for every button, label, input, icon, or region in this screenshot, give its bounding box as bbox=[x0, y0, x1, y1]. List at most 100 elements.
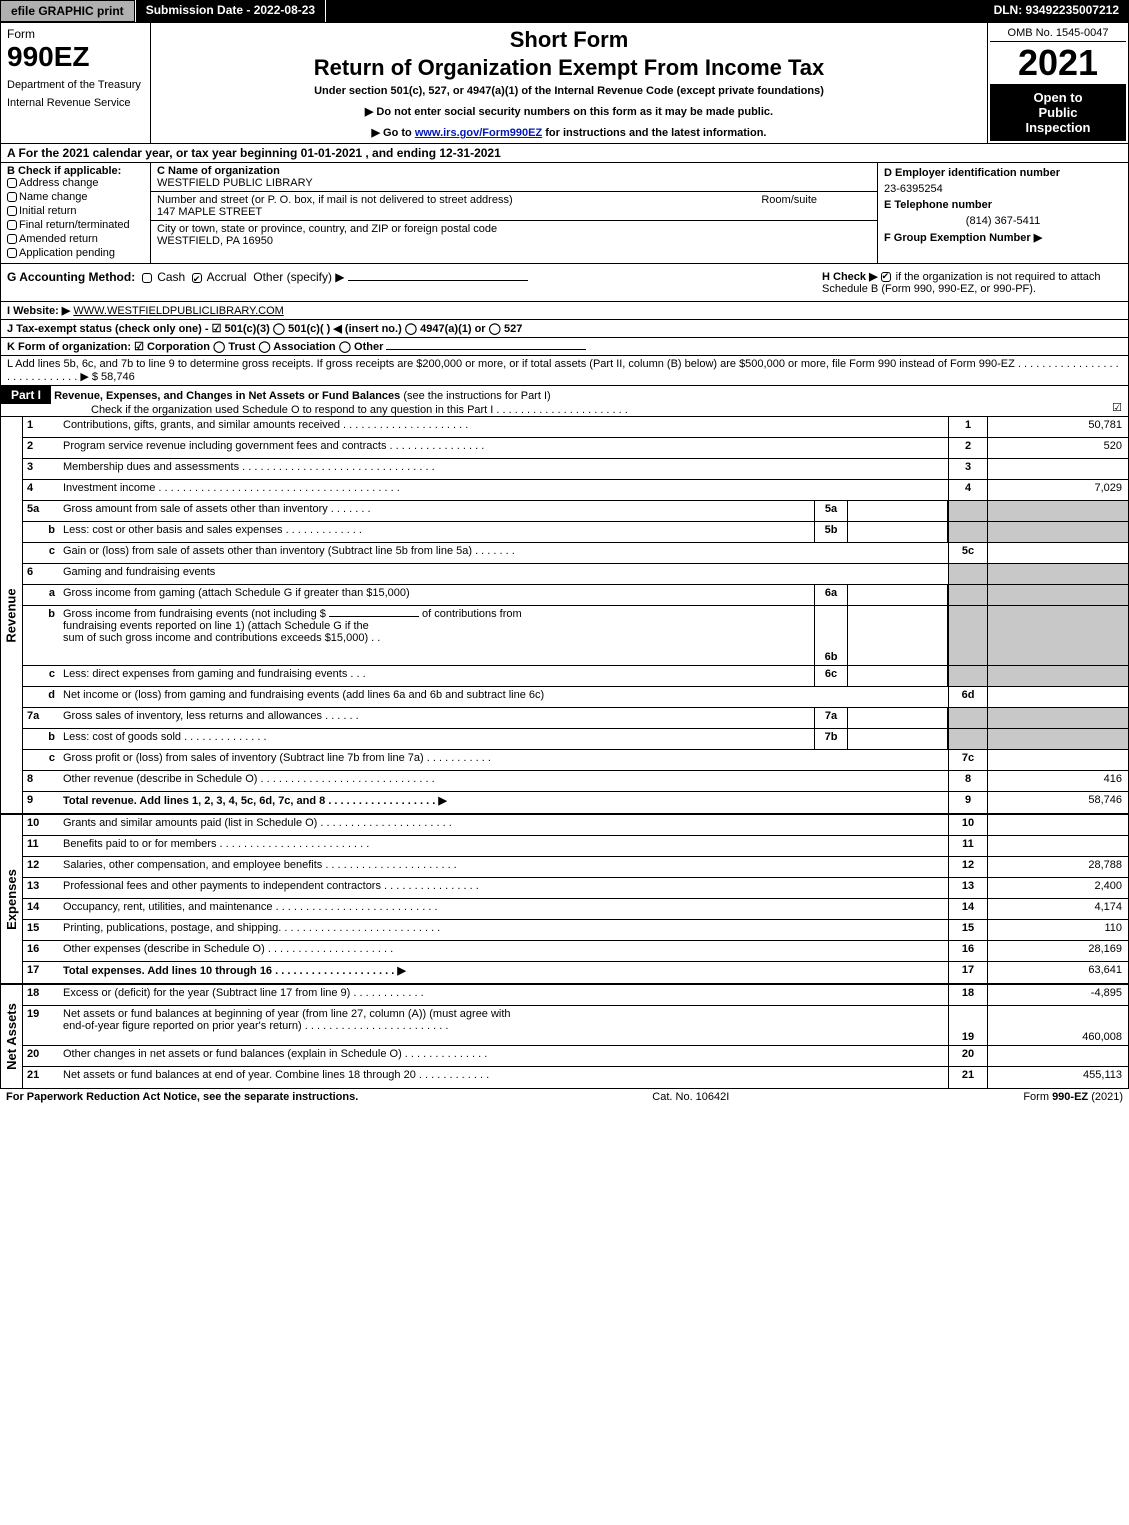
ln-right-val: 110 bbox=[988, 920, 1128, 940]
chk-address-change[interactable]: Address change bbox=[7, 177, 144, 189]
ln-desc: Contributions, gifts, grants, and simila… bbox=[59, 417, 948, 437]
row-k: K Form of organization: ☑ Corporation ◯ … bbox=[1, 338, 1128, 356]
ln-right-num: 20 bbox=[948, 1046, 988, 1066]
irs-link[interactable]: www.irs.gov/Form990EZ bbox=[415, 127, 542, 139]
ln-desc: Gross income from gaming (attach Schedul… bbox=[59, 585, 814, 605]
chk-final-label: Final return/terminated bbox=[19, 219, 130, 231]
chk-amended-return[interactable]: Amended return bbox=[7, 233, 144, 245]
ln-num: b bbox=[23, 522, 59, 542]
line-5b: b Less: cost or other basis and sales ex… bbox=[23, 522, 1128, 543]
ln-num: 9 bbox=[23, 792, 59, 813]
ln-desc: Other revenue (describe in Schedule O) .… bbox=[59, 771, 948, 791]
checkbox-icon bbox=[7, 220, 17, 230]
chk-app-pending[interactable]: Application pending bbox=[7, 247, 144, 259]
part1-check-text: Check if the organization used Schedule … bbox=[91, 404, 628, 416]
g-other: Other (specify) ▶ bbox=[253, 270, 344, 284]
line-6: 6 Gaming and fundraising events bbox=[23, 564, 1128, 585]
side-netassets-text: Net Assets bbox=[4, 1003, 19, 1070]
ln-right-val-shaded bbox=[988, 708, 1128, 728]
checkbox-icon[interactable] bbox=[142, 273, 152, 283]
ln-desc: Grants and similar amounts paid (list in… bbox=[59, 815, 948, 835]
ln-desc: Benefits paid to or for members . . . . … bbox=[59, 836, 948, 856]
ln-right-val bbox=[988, 459, 1128, 479]
org-name: WESTFIELD PUBLIC LIBRARY bbox=[157, 177, 871, 189]
ln-num: 15 bbox=[23, 920, 59, 940]
ln-num: 21 bbox=[23, 1067, 59, 1088]
netassets-section: Net Assets 18 Excess or (deficit) for th… bbox=[1, 984, 1128, 1088]
j-text: J Tax-exempt status (check only one) - ☑… bbox=[7, 323, 522, 335]
f-label: F Group Exemption Number ▶ bbox=[884, 229, 1122, 246]
ln-right-val-shaded bbox=[988, 564, 1128, 584]
ln-right-num-shaded bbox=[948, 606, 988, 665]
chk-name-label: Name change bbox=[19, 191, 88, 203]
mid-box-label: 7a bbox=[814, 708, 848, 728]
checkbox-checked-icon[interactable] bbox=[192, 273, 202, 283]
inspection-3: Inspection bbox=[992, 120, 1124, 135]
ln-right-num-shaded bbox=[948, 708, 988, 728]
ln-num: 16 bbox=[23, 941, 59, 961]
l6b-blank[interactable] bbox=[329, 616, 419, 617]
mid-box-val bbox=[848, 585, 948, 605]
chk-initial-return[interactable]: Initial return bbox=[7, 205, 144, 217]
ln-right-num: 19 bbox=[948, 1006, 988, 1045]
g-other-input[interactable] bbox=[348, 280, 528, 281]
k-other-input[interactable] bbox=[386, 349, 586, 350]
l19-d2: end-of-year figure reported on prior yea… bbox=[63, 1020, 448, 1032]
omb-number: OMB No. 1545-0047 bbox=[990, 25, 1126, 42]
street-label: Number and street (or P. O. box, if mail… bbox=[157, 194, 513, 206]
line-9: 9 Total revenue. Add lines 1, 2, 3, 4, 5… bbox=[23, 792, 1128, 813]
ln-num: 18 bbox=[23, 985, 59, 1005]
mid-box-label: 6b bbox=[814, 606, 848, 665]
c-city-block: City or town, state or province, country… bbox=[151, 221, 877, 249]
ln-right-val-shaded bbox=[988, 606, 1128, 665]
side-expenses: Expenses bbox=[1, 815, 23, 983]
h-label: H Check ▶ bbox=[822, 271, 878, 283]
c-street-block: Number and street (or P. O. box, if mail… bbox=[151, 192, 877, 221]
ln-right-val: 460,008 bbox=[988, 1006, 1128, 1045]
line-5c: c Gain or (loss) from sale of assets oth… bbox=[23, 543, 1128, 564]
ln-desc: Net assets or fund balances at end of ye… bbox=[59, 1067, 948, 1088]
efile-print-button[interactable]: efile GRAPHIC print bbox=[0, 0, 135, 22]
checkbox-icon bbox=[7, 178, 17, 188]
line-3: 3 Membership dues and assessments . . . … bbox=[23, 459, 1128, 480]
row-j: J Tax-exempt status (check only one) - ☑… bbox=[1, 320, 1128, 338]
chk-name-change[interactable]: Name change bbox=[7, 191, 144, 203]
part1-title: Revenue, Expenses, and Changes in Net As… bbox=[54, 390, 400, 402]
ln-right-val-shaded bbox=[988, 729, 1128, 749]
ln-right-num: 15 bbox=[948, 920, 988, 940]
ln-num: 8 bbox=[23, 771, 59, 791]
ln-desc: Salaries, other compensation, and employ… bbox=[59, 857, 948, 877]
ln-right-val-shaded bbox=[988, 666, 1128, 686]
line-8: 8 Other revenue (describe in Schedule O)… bbox=[23, 771, 1128, 792]
line-6c: c Less: direct expenses from gaming and … bbox=[23, 666, 1128, 687]
street-value: 147 MAPLE STREET bbox=[157, 206, 871, 218]
form-outer: Form 990EZ Department of the Treasury In… bbox=[0, 22, 1129, 1089]
row-a-tax-year: A For the 2021 calendar year, or tax yea… bbox=[1, 144, 1128, 163]
mid-box-val bbox=[848, 729, 948, 749]
room-label: Room/suite bbox=[761, 194, 817, 206]
ein-value: 23-6395254 bbox=[884, 181, 1122, 197]
ln-right-num: 8 bbox=[948, 771, 988, 791]
line-7a: 7a Gross sales of inventory, less return… bbox=[23, 708, 1128, 729]
mid-box-label: 7b bbox=[814, 729, 848, 749]
dln: DLN: 93492235007212 bbox=[984, 0, 1129, 22]
ln-num: 5a bbox=[23, 501, 59, 521]
checkbox-checked-icon[interactable] bbox=[881, 272, 891, 282]
mid-box-label: 6c bbox=[814, 666, 848, 686]
website-url[interactable]: WWW.WESTFIELDPUBLICLIBRARY.COM bbox=[73, 305, 283, 317]
ln-right-num: 21 bbox=[948, 1067, 988, 1088]
ln-right-val: 58,746 bbox=[988, 792, 1128, 813]
chk-final-return[interactable]: Final return/terminated bbox=[7, 219, 144, 231]
chk-amended-label: Amended return bbox=[19, 233, 98, 245]
ln-right-num: 2 bbox=[948, 438, 988, 458]
goto-pre: ▶ Go to bbox=[372, 127, 415, 139]
ln-right-val bbox=[988, 1046, 1128, 1066]
expenses-lines: 10 Grants and similar amounts paid (list… bbox=[23, 815, 1128, 983]
ln-num: a bbox=[23, 585, 59, 605]
part1-check-line: Check if the organization used Schedule … bbox=[1, 404, 1128, 416]
chk-initial-label: Initial return bbox=[19, 205, 76, 217]
ln-right-num: 18 bbox=[948, 985, 988, 1005]
ln-num: 14 bbox=[23, 899, 59, 919]
part1-check-icon[interactable]: ☑ bbox=[1112, 401, 1122, 414]
ln-num: 19 bbox=[23, 1006, 59, 1045]
